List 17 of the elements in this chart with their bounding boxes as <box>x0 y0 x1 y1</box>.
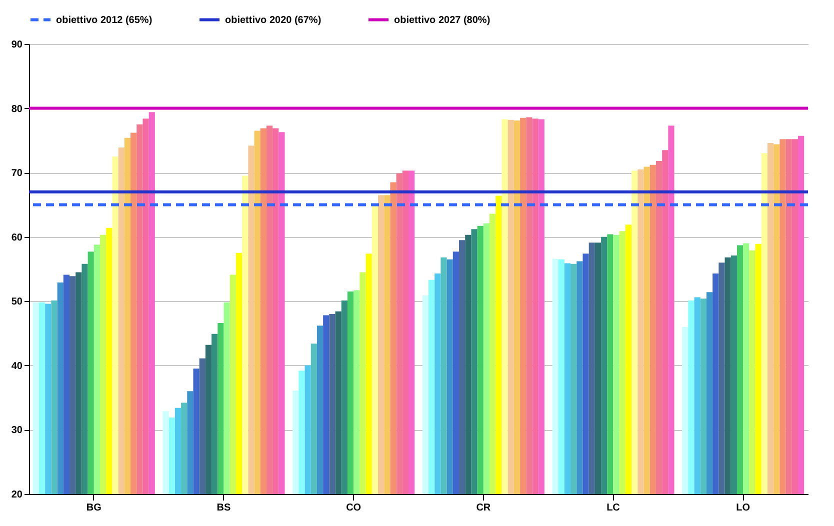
y-tick-label: 50 <box>11 296 23 308</box>
y-tick-label: 60 <box>11 232 23 244</box>
y-tick-label: 20 <box>11 490 23 500</box>
y-tick-label: 30 <box>11 425 23 436</box>
y-tick-label: 90 <box>11 40 23 50</box>
x-tick-label: CR <box>476 502 492 514</box>
legend-label: obiettivo 2012 (65%) <box>56 14 152 26</box>
x-tick-label: CO <box>346 502 362 514</box>
legend-label: obiettivo 2020 (67%) <box>225 14 322 26</box>
x-tick-label: LC <box>606 502 620 514</box>
x-tick-label: BG <box>86 502 102 514</box>
x-tick-label: BS <box>216 502 232 514</box>
y-tick-label: 40 <box>11 360 23 372</box>
x-tick-label: LO <box>736 502 750 514</box>
y-tick-label: 80 <box>11 104 23 115</box>
y-tick-label: 70 <box>11 168 23 180</box>
legend-label: obiettivo 2027 (80%) <box>394 14 490 26</box>
